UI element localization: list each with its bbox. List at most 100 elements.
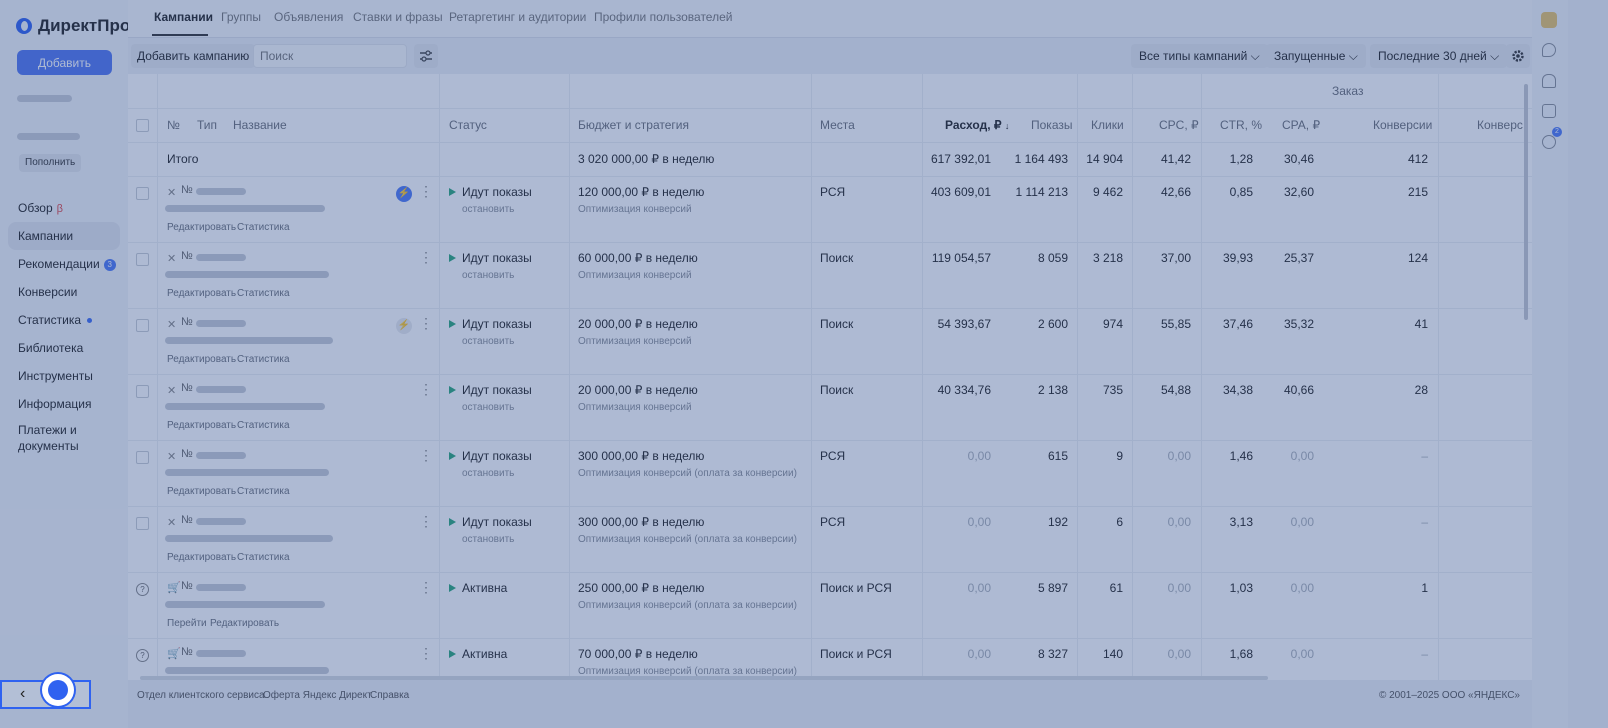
row-checkbox[interactable] (136, 319, 149, 332)
more-icon[interactable]: ⋮ (419, 513, 433, 529)
more-icon[interactable]: ⋮ (419, 315, 433, 331)
more-icon[interactable]: ⋮ (419, 381, 433, 397)
bolt-icon[interactable]: ⚡ (396, 318, 412, 334)
header-ctr[interactable]: CTR, % (1220, 118, 1262, 132)
row-link-secondary[interactable]: Статистика (237, 552, 290, 563)
row-checkbox[interactable] (136, 517, 149, 530)
more-icon[interactable]: ⋮ (419, 579, 433, 595)
tab-campaigns[interactable]: Кампании (154, 10, 213, 24)
stop-link[interactable]: остановить (462, 270, 515, 281)
close-icon[interactable]: ✕ (167, 319, 177, 331)
more-icon[interactable]: ⋮ (419, 447, 433, 463)
more-icon[interactable]: ⋮ (419, 645, 433, 661)
row-link-secondary[interactable]: Редактировать (210, 618, 280, 629)
stop-link[interactable]: остановить (462, 468, 515, 479)
refill-button[interactable]: Пополнить (19, 154, 82, 172)
tab-groups[interactable]: Группы (221, 10, 261, 24)
header-budget[interactable]: Бюджет и стратегия (578, 118, 689, 132)
row-link-secondary[interactable]: Статистика (237, 420, 290, 431)
campaign-type-dropdown[interactable]: Все типы кампаний ⌵ (1131, 44, 1268, 68)
header-spend[interactable]: Расход, ₽ ↓ (945, 118, 1009, 132)
header-name[interactable]: Название (233, 118, 287, 132)
tab-user-profiles[interactable]: Профили пользователей (594, 10, 733, 24)
header-number[interactable]: № (167, 118, 180, 132)
row-link-secondary[interactable]: Статистика (237, 486, 290, 497)
row-link-primary[interactable]: Редактировать (167, 288, 237, 299)
avatar[interactable] (1541, 12, 1557, 28)
header-status[interactable]: Статус (449, 118, 487, 132)
bell-icon[interactable] (1542, 74, 1556, 88)
row-link-primary[interactable]: Редактировать (167, 552, 237, 563)
sidebar-item-info[interactable]: Информация (8, 390, 120, 418)
table-row[interactable]: ✕ № Редактировать Статистика ⚡ ⋮ Идут показы ос… (128, 176, 1532, 243)
row-link-primary[interactable]: Редактировать (167, 420, 237, 431)
video-icon[interactable] (1542, 135, 1556, 149)
horizontal-scrollbar[interactable] (140, 676, 1268, 680)
more-icon[interactable]: ⋮ (419, 183, 433, 199)
row-link-primary[interactable]: Редактировать (167, 222, 237, 233)
header-conversions[interactable]: Конверсии (1373, 118, 1433, 132)
vertical-scrollbar[interactable] (1524, 84, 1528, 320)
close-icon[interactable]: ✕ (167, 253, 177, 265)
sidebar-item-campaigns[interactable]: Кампании (8, 222, 120, 250)
stop-link[interactable]: остановить (462, 336, 515, 347)
row-link-secondary[interactable]: Статистика (237, 288, 290, 299)
tab-ads[interactable]: Объявления (274, 10, 344, 24)
close-icon[interactable]: ✕ (167, 187, 177, 199)
more-icon[interactable]: ⋮ (419, 249, 433, 265)
row-checkbox[interactable] (136, 451, 149, 464)
table-row[interactable]: ✕ № Редактировать Статистика ⚡ ⋮ Идут показы ос… (128, 308, 1532, 375)
sidebar-item-recommendations[interactable]: Рекомендации 3 (8, 250, 120, 278)
footer-link-help[interactable]: Справка (370, 690, 410, 701)
header-clicks[interactable]: Клики (1091, 118, 1124, 132)
row-checkbox[interactable] (136, 253, 149, 266)
header-places[interactable]: Места (820, 118, 855, 132)
stop-link[interactable]: остановить (462, 534, 515, 545)
row-link-primary[interactable]: Редактировать (167, 354, 237, 365)
table-settings-button[interactable] (1506, 44, 1530, 68)
sidebar-item-conversions[interactable]: Конверсии (8, 278, 120, 306)
footer-link-support[interactable]: Отдел клиентского сервиса (137, 690, 265, 701)
table-row[interactable]: ✕ № Редактировать Статистика ⋮ Идут показы ост… (128, 374, 1532, 441)
close-icon[interactable]: ✕ (167, 451, 177, 463)
tab-retargeting[interactable]: Ретаргетинг и аудитории (449, 10, 587, 24)
sidebar-item-payments[interactable]: Платежи и документы (8, 418, 88, 460)
table-row[interactable]: ? 🛒 № ⋮ Активна 70 000,00 ₽ в неделю Оптимизац… (128, 638, 1532, 680)
add-button[interactable]: Добавить (17, 50, 112, 75)
chat-icon[interactable] (1542, 43, 1556, 57)
close-icon[interactable]: ✕ (167, 517, 177, 529)
search-input[interactable] (253, 44, 407, 68)
header-conversions-2[interactable]: Конверс (1477, 118, 1523, 132)
help-icon[interactable]: ? (136, 583, 149, 596)
period-dropdown[interactable]: Последние 30 дней ⌵ (1370, 44, 1508, 68)
bolt-icon[interactable]: ⚡ (396, 186, 412, 202)
stop-link[interactable]: остановить (462, 402, 515, 413)
stop-link[interactable]: остановить (462, 204, 515, 215)
row-link-secondary[interactable]: Статистика (237, 222, 290, 233)
table-row[interactable]: ✕ № Редактировать Статистика ⋮ Идут показы ост… (128, 440, 1532, 507)
header-type[interactable]: Тип (197, 118, 218, 132)
back-icon[interactable]: ‹ (20, 685, 26, 702)
add-campaign-button[interactable]: Добавить кампанию (131, 44, 256, 68)
footer-link-offer[interactable]: Оферта Яндекс Директ (263, 690, 372, 701)
filter-button[interactable] (414, 44, 438, 68)
table-row[interactable]: ✕ № Редактировать Статистика ⋮ Идут показы ост… (128, 506, 1532, 573)
like-icon[interactable] (1542, 104, 1556, 118)
row-link-primary[interactable]: Перейти (167, 618, 207, 629)
select-all-checkbox[interactable] (136, 119, 149, 132)
campaign-state-dropdown[interactable]: Запущенные ⌵ (1266, 44, 1366, 68)
sidebar-item-tools[interactable]: Инструменты (8, 362, 120, 390)
row-link-primary[interactable]: Редактировать (167, 486, 237, 497)
header-cpa[interactable]: CPA, ₽ (1282, 118, 1321, 132)
sidebar-item-overview[interactable]: Обзор β (8, 194, 120, 222)
row-checkbox[interactable] (136, 187, 149, 200)
help-icon[interactable]: ? (136, 649, 149, 662)
sidebar-item-library[interactable]: Библиотека (8, 334, 120, 362)
header-impressions[interactable]: Показы (1031, 118, 1073, 132)
sidebar-item-statistics[interactable]: Статистика (8, 306, 120, 334)
row-checkbox[interactable] (136, 385, 149, 398)
row-link-secondary[interactable]: Статистика (237, 354, 290, 365)
table-row[interactable]: ? 🛒 № Перейти Редактировать ⋮ Активна 250 000,0… (128, 572, 1532, 639)
close-icon[interactable]: ✕ (167, 385, 177, 397)
record-button[interactable] (42, 674, 74, 706)
